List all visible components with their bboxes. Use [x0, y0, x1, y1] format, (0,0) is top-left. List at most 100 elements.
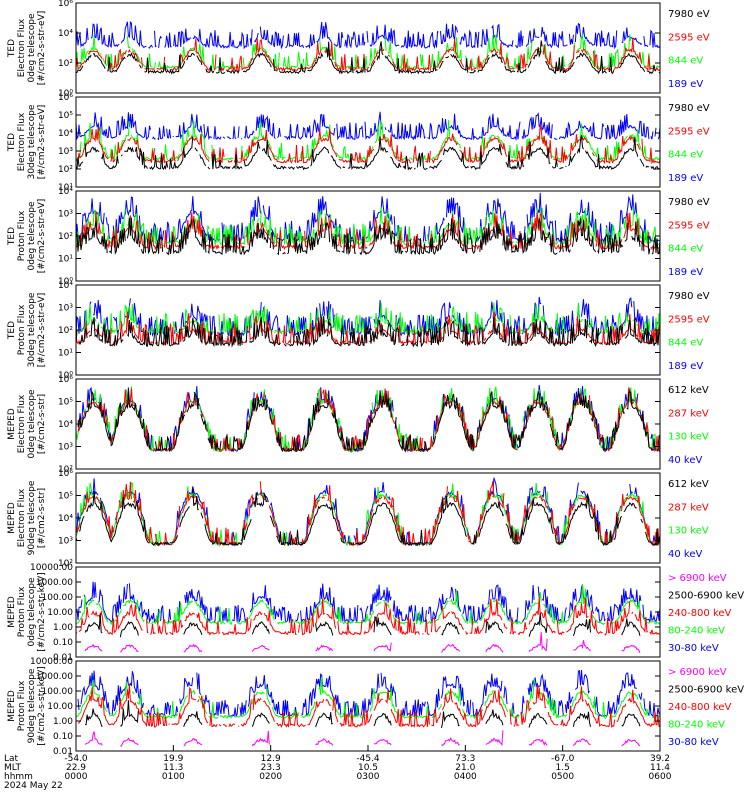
y-tick-label: 10⁴	[58, 129, 73, 139]
y-axis-label-line: Proton Flux	[17, 304, 27, 355]
series-line-black	[75, 217, 661, 256]
x-tick-label: 19.9	[163, 754, 183, 764]
legend-entry: 2595 eV	[668, 126, 710, 137]
y-axis-label-line: 30deg telescope	[27, 104, 37, 179]
panel-4: 10⁰ 10¹ 10² 10³ 10⁴ TED Proton Flux 30deg teles…	[7, 281, 710, 381]
x-tick-label: 0500	[551, 772, 574, 782]
x-tick-label: 22.9	[66, 763, 86, 773]
legend-entry: 2595 eV	[668, 314, 710, 325]
legend-entry: 2595 eV	[668, 220, 710, 231]
legend-entry: 2595 eV	[668, 32, 710, 43]
series-line-black	[75, 488, 661, 547]
y-tick-label: 10.00	[47, 702, 73, 712]
y-axis-label-line: 90deg telescope	[27, 480, 37, 555]
legend-entry: 189 eV	[668, 173, 703, 184]
y-tick-label: 10⁰	[58, 277, 73, 287]
y-axis-label-line: [#/cm2-s-str-eV]	[37, 199, 47, 274]
x-tick-label: 0000	[65, 772, 88, 782]
y-tick-label: 10¹	[58, 349, 73, 359]
legend-entry: 7980 eV	[668, 103, 710, 114]
legend-entry: 287 keV	[668, 502, 709, 513]
series-line-blue	[75, 111, 661, 142]
y-tick-label: 10⁶	[58, 0, 73, 9]
y-axis-label-line: MEPED	[7, 408, 17, 440]
panel-1: 10⁰ 10² 10⁴ 10⁶ TED Electron Flux 0deg telesco…	[7, 0, 710, 99]
series-line-black	[84, 613, 641, 638]
legend-entry: 40 keV	[668, 455, 702, 466]
legend-entry: 844 eV	[668, 56, 703, 67]
x-tick-label: 11.4	[650, 763, 670, 773]
y-tick-label: 0.01	[53, 747, 73, 757]
y-tick-label: 10000.00	[30, 657, 73, 667]
series-line-black	[75, 135, 661, 171]
x-tick-label: 0600	[649, 772, 672, 782]
y-axis-label-line: MEPED	[7, 596, 17, 628]
panel-frame	[75, 2, 661, 94]
x-row-label: hhmm	[4, 772, 33, 782]
y-tick-label: 1.00	[53, 623, 73, 633]
y-tick-label: 10⁴	[58, 281, 73, 291]
y-tick-label: 10⁶	[58, 469, 73, 479]
legend-entry: 2500-6900 keV	[668, 685, 744, 696]
y-axis-label-line: [#/cm2-s-str-keV]	[37, 666, 47, 745]
y-axis-label: MEPED Electron Flux 0deg telescope [#/cm2-s…	[7, 389, 47, 459]
legend-entry: 844 eV	[668, 338, 703, 349]
x-tick-label: 73.3	[455, 754, 475, 764]
series-line-magenta	[84, 632, 641, 653]
y-tick-label: 10¹	[58, 183, 73, 193]
legend-entry: 130 keV	[668, 526, 709, 537]
legend-entry: 612 keV	[668, 479, 709, 490]
y-tick-label: 10⁴	[58, 514, 73, 524]
series-line-blue	[77, 669, 661, 719]
y-tick-label: 10²	[58, 165, 73, 175]
x-tick-label: 0300	[357, 772, 380, 782]
y-tick-label: 10000.00	[30, 563, 73, 573]
legend-entry: 612 keV	[668, 385, 709, 396]
y-tick-label: 10⁵	[58, 111, 73, 121]
y-axis-label-line: Proton Flux	[17, 680, 27, 731]
x-row-label: Lat	[4, 754, 19, 764]
legend-entry: 130 keV	[668, 432, 709, 443]
legend-entry: 80-240 keV	[668, 720, 725, 731]
x-tick-label: 0400	[454, 772, 477, 782]
x-tick-label: 39.2	[650, 754, 670, 764]
legend-entry: 30-80 keV	[668, 737, 719, 748]
legend-entry: 40 keV	[668, 549, 702, 560]
y-axis-label-line: Proton Flux	[17, 210, 27, 261]
x-tick-label: 23.3	[261, 763, 281, 773]
series-line-black	[75, 40, 661, 75]
y-tick-label: 100.00	[42, 687, 74, 697]
legend-entry: 844 eV	[668, 244, 703, 255]
series-line-green	[75, 584, 661, 626]
x-tick-label: 0100	[162, 772, 185, 782]
y-tick-label: 10⁵	[58, 492, 73, 502]
y-axis-label-line: [#/cm2-s-str-eV]	[37, 11, 47, 86]
x-tick-label: 11.3	[163, 763, 183, 773]
y-tick-label: 10³	[58, 537, 73, 547]
legend-entry: 7980 eV	[668, 9, 710, 20]
y-axis-label-line: 30deg telescope	[27, 292, 37, 367]
y-axis-label: TED Proton Flux 30deg telescope [#/cm2-s-st…	[7, 292, 47, 367]
legend-entry: 240-800 keV	[668, 702, 732, 713]
legend-entry: 2500-6900 keV	[668, 591, 744, 602]
y-axis-label-line: Proton Flux	[17, 586, 27, 637]
y-tick-label: 10²	[58, 326, 73, 336]
y-tick-label: 10⁶	[58, 375, 73, 385]
legend-entry: 189 eV	[668, 79, 703, 90]
legend-entry: > 6900 keV	[668, 667, 727, 678]
legend-entry: 287 keV	[668, 408, 709, 419]
y-tick-label: 10²	[58, 232, 73, 242]
y-tick-label: 10⁰	[58, 89, 73, 99]
y-axis-label: TED Electron Flux 30deg telescope [#/cm2-s-…	[7, 104, 47, 179]
y-axis-label-line: Electron Flux	[17, 488, 27, 547]
y-axis-label-line: MEPED	[7, 690, 17, 722]
y-tick-label: 0.10	[53, 638, 73, 648]
legend-entry: 80-240 keV	[668, 626, 725, 637]
x-tick-label: 0200	[259, 772, 282, 782]
series-line-magenta	[84, 730, 641, 747]
series-line-red	[77, 683, 661, 729]
y-axis-label-line: [#/cm2-s-str-keV]	[37, 572, 47, 651]
y-axis-label-line: [#/cm2-s-str-eV]	[37, 293, 47, 368]
panel-5: 10² 10³ 10⁴ 10⁵ 10⁶ MEPED Electron Flux 0deg te…	[7, 375, 709, 475]
